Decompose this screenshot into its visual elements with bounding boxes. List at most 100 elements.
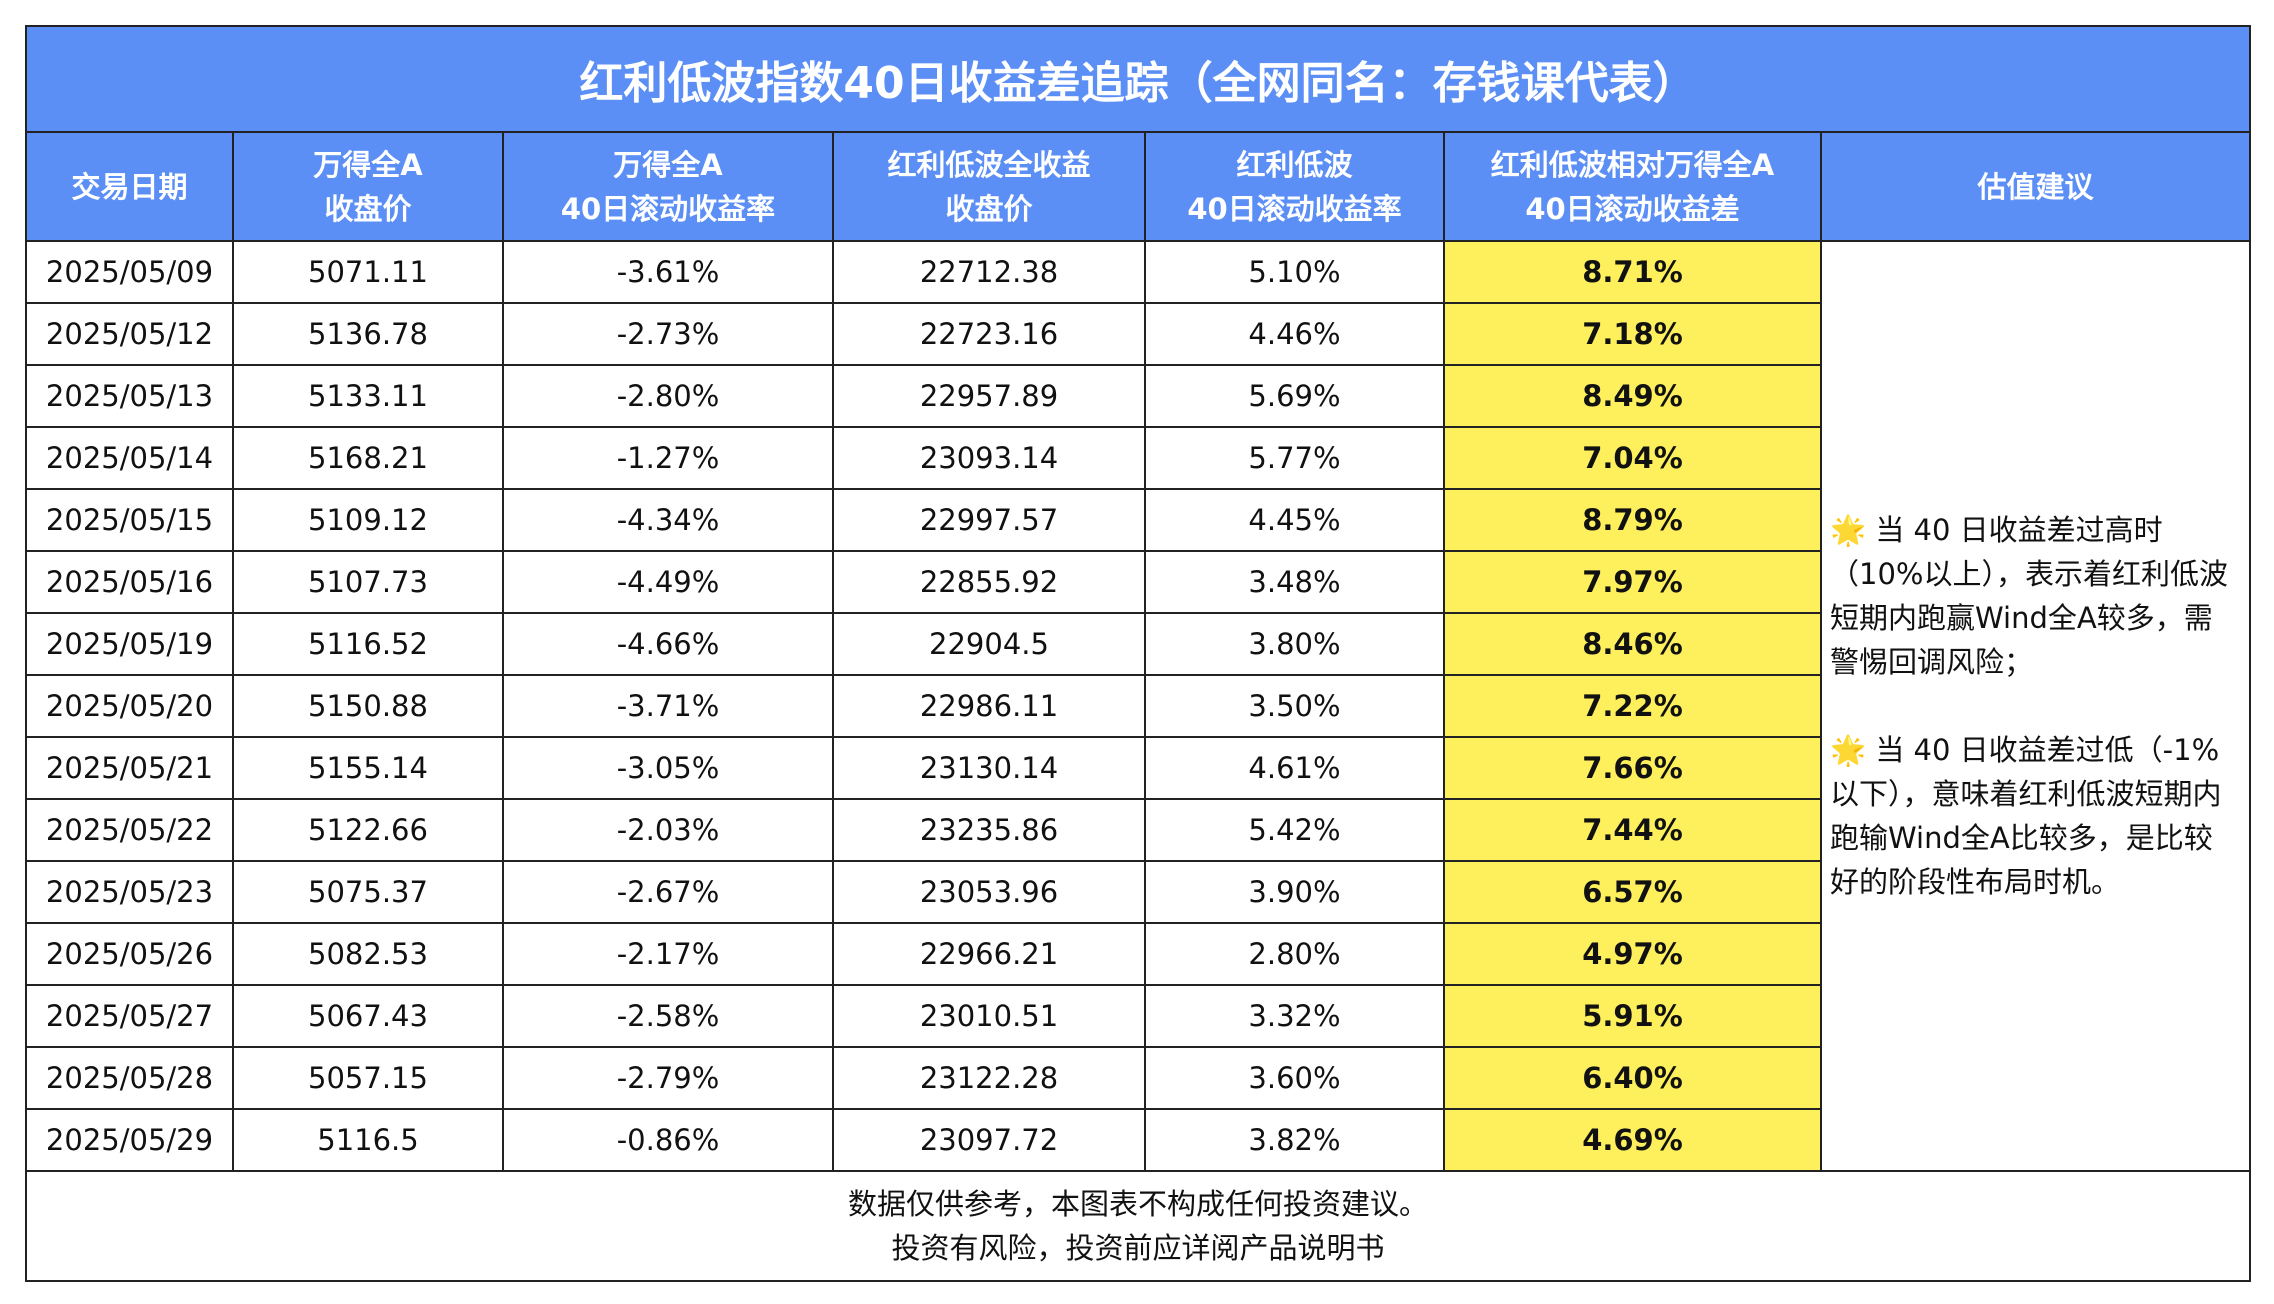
data-cell: 22966.21 — [832, 922, 1146, 986]
advice-text: 🌟 当 40 日收益差过高时（10%以上），表示着红利低波短期内跑赢Wind全A… — [1830, 513, 2228, 679]
data-cell: -0.86% — [502, 1108, 834, 1172]
spread-cell: 8.49% — [1443, 364, 1822, 428]
data-cell: 5.42% — [1144, 798, 1445, 862]
footer-text: 数据仅供参考，本图表不构成任何投资建议。 — [847, 1187, 1428, 1221]
header-cell: 交易日期 — [25, 131, 234, 242]
header-cell: 红利低波相对万得全A 40日滚动收益差 — [1443, 131, 1822, 242]
data-cell: 22986.11 — [832, 674, 1146, 738]
data-row: 2025/05/09 5071.11 -3.61% 22712.38 5.10% 8.71… — [25, 240, 2251, 1172]
data-cell: 2025/05/19 — [25, 612, 234, 676]
data-cell: 2025/05/09 — [25, 240, 234, 304]
data-cell: 2.80% — [1144, 922, 1445, 986]
spread-cell: 7.18% — [1443, 302, 1822, 366]
data-cell: 5075.37 — [232, 860, 504, 924]
advice-text: 🌟 当 40 日收益差过低（-1%以下），意味着红利低波短期内跑输Wind全A比… — [1830, 733, 2222, 899]
data-cell: 5.77% — [1144, 426, 1445, 490]
data-row: 2025/05/20 5150.88 -3.71% 22986.11 3.50% 7.22… — [25, 674, 2250, 738]
data-row: 2025/05/16 5107.73 -4.49% 22855.92 3.48% 7.97… — [25, 550, 2250, 614]
data-cell: 22723.16 — [832, 302, 1146, 366]
data-row: 2025/05/29 5116.5 -0.86% 23097.72 3.82% 4.69% — [25, 1108, 2250, 1172]
spread-cell: 7.66% — [1443, 736, 1822, 800]
data-cell: -4.34% — [502, 488, 834, 552]
header-cell: 红利低波全收益 收盘价 — [832, 131, 1146, 242]
data-cell: 23122.28 — [832, 1046, 1146, 1110]
data-row: 2025/05/22 5122.66 -2.03% 23235.86 5.42% 7.44… — [25, 798, 2250, 862]
data-cell: 2025/05/15 — [25, 488, 234, 552]
spread-cell: 4.97% — [1443, 922, 1822, 986]
data-cell: -3.05% — [502, 736, 834, 800]
advice-cell: 🌟 当 40 日收益差过高时（10%以上），表示着红利低波短期内跑赢Wind全A… — [1820, 240, 2251, 1172]
data-cell: 3.32% — [1144, 984, 1445, 1048]
footer: 数据仅供参考，本图表不构成任何投资建议。 投资有风险，投资前应详阅产品说明书 — [25, 1170, 2251, 1282]
header-cell: 万得全A 收盘价 — [232, 131, 504, 242]
data-cell: 5.10% — [1144, 240, 1445, 304]
data-row: 2025/05/13 5133.11 -2.80% 22957.89 5.69% 8.49… — [25, 364, 2250, 428]
data-cell: 23097.72 — [832, 1108, 1146, 1172]
header-text: 红利低波 — [1236, 147, 1353, 182]
data-cell: 3.80% — [1144, 612, 1445, 676]
spread-cell: 7.22% — [1443, 674, 1822, 738]
header-cell: 万得全A 40日滚动收益率 — [502, 131, 834, 242]
footer-text: 投资有风险，投资前应详阅产品说明书 — [891, 1231, 1385, 1265]
spread-cell: 8.79% — [1443, 488, 1822, 552]
header-text: 收盘价 — [324, 191, 412, 226]
data-cell: 5107.73 — [232, 550, 504, 614]
data-cell: 4.61% — [1144, 736, 1445, 800]
data-cell: -2.58% — [502, 984, 834, 1048]
table-body: 2025/05/09 5071.11 -3.61% 22712.38 5.10% 8.71… — [25, 240, 2251, 1172]
data-cell: 23093.14 — [832, 426, 1146, 490]
data-cell: 5116.52 — [232, 612, 504, 676]
data-cell: 3.60% — [1144, 1046, 1445, 1110]
data-cell: 2025/05/23 — [25, 860, 234, 924]
data-cell: -4.66% — [502, 612, 834, 676]
data-cell: 3.82% — [1144, 1108, 1445, 1172]
data-row: 2025/05/19 5116.52 -4.66% 22904.5 3.80% 8.46% — [25, 612, 2250, 676]
data-cell: 5067.43 — [232, 984, 504, 1048]
data-cell: 2025/05/13 — [25, 364, 234, 428]
data-cell: 5116.5 — [232, 1108, 504, 1172]
data-cell: -2.80% — [502, 364, 834, 428]
header-text: 万得全A — [313, 147, 423, 182]
data-cell: 22712.38 — [832, 240, 1146, 304]
spread-cell: 6.40% — [1443, 1046, 1822, 1110]
header-text: 交易日期 — [71, 169, 188, 204]
header-cell: 红利低波 40日滚动收益率 — [1144, 131, 1445, 242]
header-text: 收盘价 — [945, 191, 1033, 226]
data-cell: 5057.15 — [232, 1046, 504, 1110]
data-cell: -2.17% — [502, 922, 834, 986]
header-text: 40日滚动收益率 — [560, 191, 776, 226]
header-text: 估值建议 — [1977, 169, 2094, 204]
spread-cell: 7.04% — [1443, 426, 1822, 490]
data-cell: 5150.88 — [232, 674, 504, 738]
data-cell: 5136.78 — [232, 302, 504, 366]
header-text: 40日滚动收益差 — [1525, 191, 1740, 226]
data-cell: 2025/05/27 — [25, 984, 234, 1048]
data-cell: 2025/05/21 — [25, 736, 234, 800]
data-cell: 5168.21 — [232, 426, 504, 490]
data-row: 2025/05/28 5057.15 -2.79% 23122.28 3.60% 6.40… — [25, 1046, 2250, 1110]
header-text: 40日滚动收益率 — [1187, 191, 1402, 226]
data-cell: 4.45% — [1144, 488, 1445, 552]
data-cell: 3.48% — [1144, 550, 1445, 614]
header-text: 红利低波全收益 — [887, 147, 1091, 182]
spread-cell: 7.97% — [1443, 550, 1822, 614]
data-cell: 22904.5 — [832, 612, 1146, 676]
spread-cell: 8.46% — [1443, 612, 1822, 676]
data-cell: 5082.53 — [232, 922, 504, 986]
data-cell: 4.46% — [1144, 302, 1445, 366]
data-cell: 5071.11 — [232, 240, 504, 304]
data-cell: 2025/05/20 — [25, 674, 234, 738]
data-cell: 22997.57 — [832, 488, 1146, 552]
data-cell: 2025/05/14 — [25, 426, 234, 490]
data-cell: 3.90% — [1144, 860, 1445, 924]
data-row: 2025/05/26 5082.53 -2.17% 22966.21 2.80% 4.97… — [25, 922, 2250, 986]
spread-cell: 5.91% — [1443, 984, 1822, 1048]
spread-cell: 4.69% — [1443, 1108, 1822, 1172]
data-row: 2025/05/15 5109.12 -4.34% 22997.57 4.45% 8.79… — [25, 488, 2250, 552]
data-row: 2025/05/27 5067.43 -2.58% 23010.51 3.32% 5.91… — [25, 984, 2250, 1048]
data-cell: 2025/05/26 — [25, 922, 234, 986]
data-cell: 2025/05/12 — [25, 302, 234, 366]
spread-cell: 7.44% — [1443, 798, 1822, 862]
data-cell: 5.69% — [1144, 364, 1445, 428]
data-cell: 23130.14 — [832, 736, 1146, 800]
